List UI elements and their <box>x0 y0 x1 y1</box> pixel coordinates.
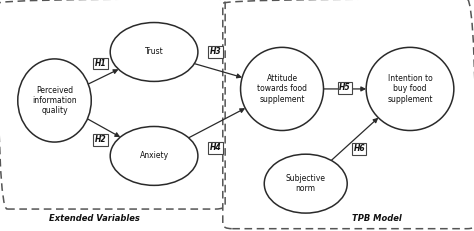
Text: H5: H5 <box>339 83 351 92</box>
Text: H4: H4 <box>210 143 221 152</box>
Text: H1: H1 <box>95 59 106 68</box>
Text: TPB Model: TPB Model <box>352 215 401 223</box>
Text: H2: H2 <box>95 135 106 144</box>
Ellipse shape <box>110 127 198 185</box>
Ellipse shape <box>18 59 91 142</box>
Text: Attitude
towards food
supplement: Attitude towards food supplement <box>257 74 307 104</box>
Ellipse shape <box>240 47 323 131</box>
Ellipse shape <box>110 22 198 82</box>
Text: H6: H6 <box>354 145 365 153</box>
Text: Extended Variables: Extended Variables <box>49 215 140 223</box>
Ellipse shape <box>366 47 454 131</box>
Text: Anxiety: Anxiety <box>139 152 169 160</box>
Text: Subjective
norm: Subjective norm <box>286 174 326 193</box>
Text: Trust: Trust <box>145 48 164 56</box>
Text: Perceived
information
quality: Perceived information quality <box>32 85 77 116</box>
Ellipse shape <box>264 154 347 213</box>
Text: Intention to
buy food
supplement: Intention to buy food supplement <box>387 74 433 104</box>
Text: H3: H3 <box>210 48 221 56</box>
